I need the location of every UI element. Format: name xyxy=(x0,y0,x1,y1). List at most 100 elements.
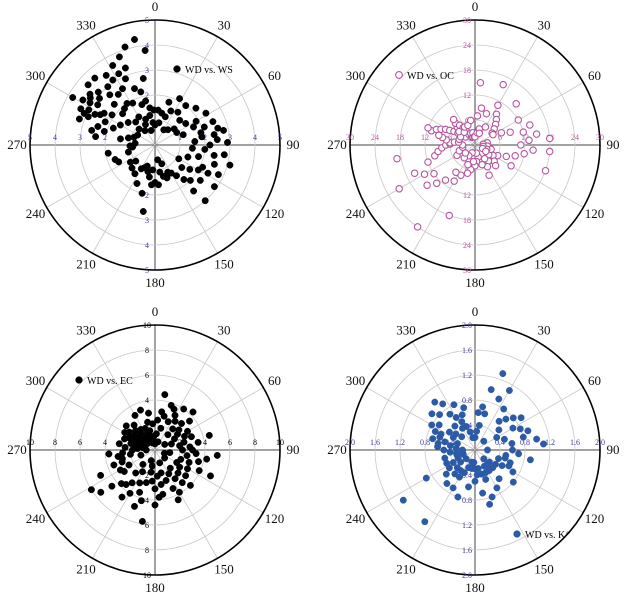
data-point xyxy=(519,128,528,136)
data-point xyxy=(459,446,466,454)
angular-gridline xyxy=(46,144,156,208)
data-point xyxy=(205,431,213,439)
radial-tick-label: 2 xyxy=(103,133,107,142)
data-point xyxy=(174,108,182,116)
legend-label: WD vs. EC xyxy=(87,376,133,387)
data-point xyxy=(210,160,218,168)
data-point xyxy=(489,130,497,139)
data-point xyxy=(198,133,206,141)
data-point xyxy=(170,405,178,413)
angular-gridline xyxy=(474,449,584,513)
data-point xyxy=(96,94,103,102)
angle-tick-label: 300 xyxy=(26,373,46,388)
data-point xyxy=(529,146,537,154)
data-point xyxy=(109,76,117,84)
data-point xyxy=(502,451,510,459)
data-point xyxy=(155,119,163,127)
radial-tick-label: 4 xyxy=(53,133,57,142)
data-point xyxy=(124,148,132,156)
data-point xyxy=(169,425,177,433)
data-point xyxy=(429,435,437,443)
data-point xyxy=(502,415,510,423)
data-point xyxy=(94,123,102,130)
data-point xyxy=(482,109,491,118)
data-point xyxy=(154,156,162,164)
data-point xyxy=(505,387,513,394)
radial-tick-label: 2.0 xyxy=(462,321,472,330)
data-point xyxy=(138,517,146,525)
data-point xyxy=(115,158,123,166)
data-point xyxy=(148,439,156,447)
data-point xyxy=(440,446,448,454)
data-point xyxy=(435,421,443,429)
data-point xyxy=(88,126,96,134)
angular-gridline xyxy=(474,387,584,451)
data-point xyxy=(80,110,88,117)
radial-gridline xyxy=(79,374,231,526)
data-point xyxy=(446,448,454,456)
data-point xyxy=(119,85,126,93)
radial-tick-label: 18 xyxy=(463,216,471,225)
radial-tick-label: 24 xyxy=(463,41,471,50)
data-point xyxy=(190,187,198,195)
data-point xyxy=(424,124,432,132)
data-point xyxy=(79,96,87,104)
radial-tick-label: 4 xyxy=(145,496,149,505)
data-point xyxy=(506,128,514,136)
angle-tick-label: 90 xyxy=(607,442,620,457)
angle-tick-label: 240 xyxy=(346,206,366,221)
radial-tick-label: 1.6 xyxy=(462,546,472,555)
data-point xyxy=(481,410,489,418)
data-point xyxy=(532,130,541,138)
data-point xyxy=(175,155,183,163)
data-point xyxy=(131,170,139,178)
data-point xyxy=(86,90,94,98)
radial-tick-label: 2 xyxy=(145,191,149,200)
data-point xyxy=(186,176,194,184)
data-point xyxy=(137,406,144,414)
data-point xyxy=(475,129,484,138)
data-point xyxy=(171,411,179,419)
radial-gridline xyxy=(424,399,526,501)
data-point xyxy=(465,483,472,491)
radial-gridline xyxy=(54,349,256,551)
data-point xyxy=(184,153,192,161)
data-point xyxy=(145,409,152,417)
legend-label: WD vs. OC xyxy=(407,71,454,82)
angle-tick-label: 180 xyxy=(465,580,485,595)
data-point xyxy=(121,443,129,451)
radial-gridline xyxy=(424,94,526,196)
radial-tick-label: 12 xyxy=(463,191,471,200)
data-point xyxy=(167,107,175,115)
data-point xyxy=(471,477,479,485)
radial-tick-label: 0.4 xyxy=(462,471,472,480)
radial-gridline xyxy=(399,69,551,221)
data-point xyxy=(430,169,438,178)
angle-tick-label: 330 xyxy=(396,17,416,32)
data-point xyxy=(176,95,184,103)
data-point xyxy=(202,109,210,117)
radial-gridline xyxy=(104,399,206,501)
angle-tick-label: 90 xyxy=(607,137,620,152)
angular-gridline xyxy=(154,341,218,451)
data-point xyxy=(428,410,436,418)
data-point xyxy=(122,75,129,83)
data-point xyxy=(115,440,123,448)
data-point xyxy=(151,501,159,509)
data-point xyxy=(121,64,129,72)
data-point xyxy=(160,126,168,134)
angular-gridline xyxy=(154,449,264,513)
data-point xyxy=(184,465,191,473)
data-point xyxy=(174,496,182,504)
data-point xyxy=(533,435,541,443)
data-point xyxy=(201,197,209,205)
radial-tick-label: 8 xyxy=(145,546,149,555)
data-point xyxy=(118,458,126,466)
data-point xyxy=(210,151,218,159)
angular-gridline xyxy=(46,449,156,513)
data-point xyxy=(519,433,527,441)
data-point xyxy=(478,160,486,169)
data-point xyxy=(441,176,450,184)
data-point xyxy=(526,121,534,129)
angle-tick-label: 120 xyxy=(585,206,605,221)
